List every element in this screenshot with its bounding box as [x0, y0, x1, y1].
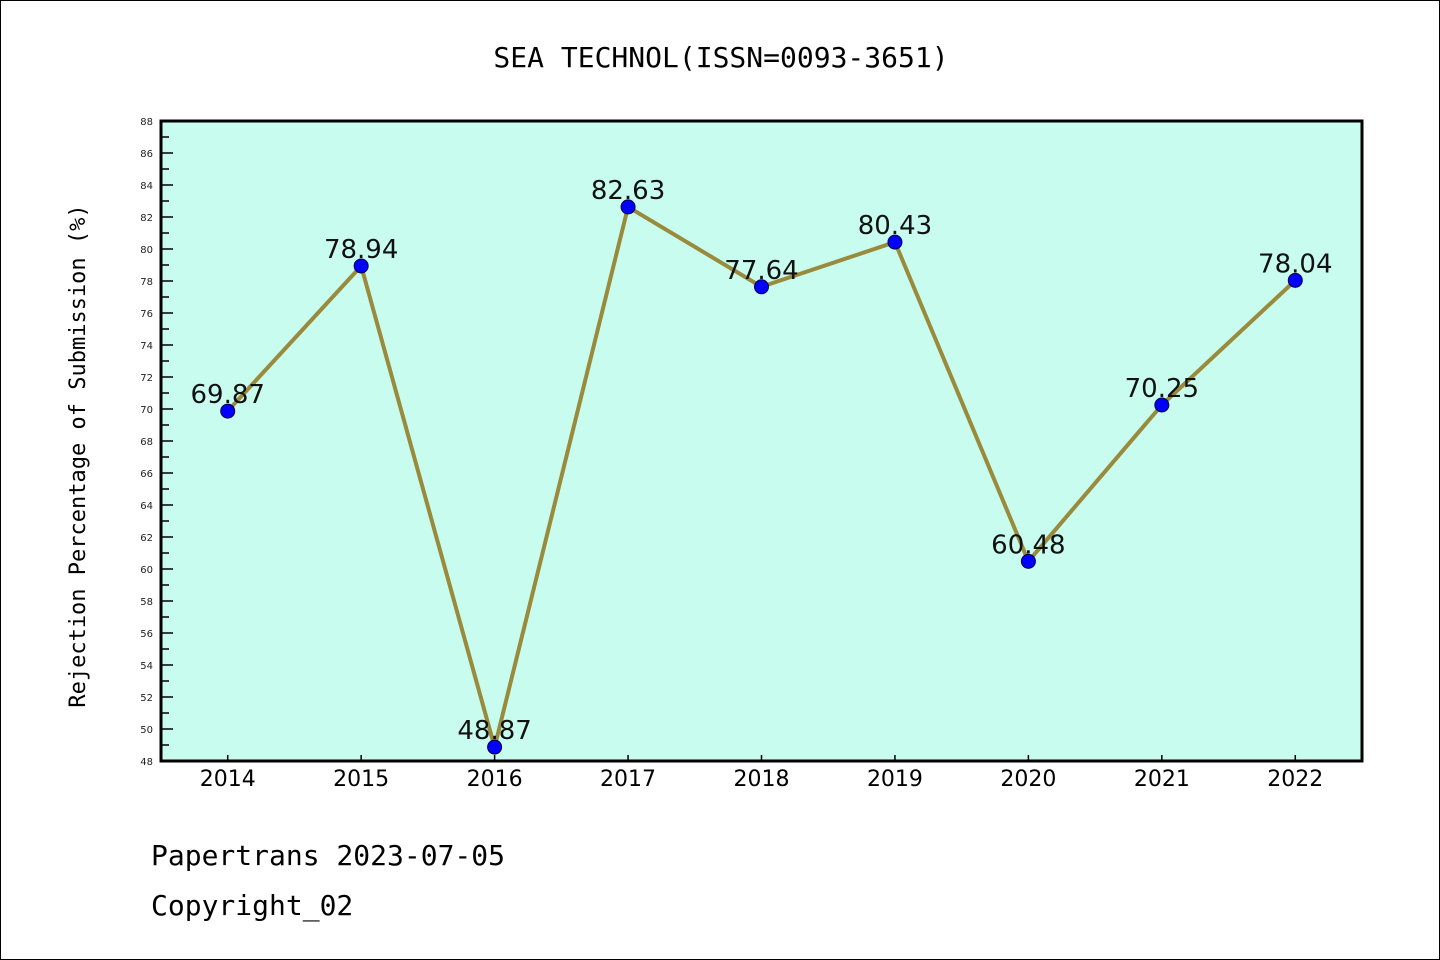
- y-tick-label: 56: [140, 629, 153, 640]
- y-tick-label: 52: [140, 693, 153, 704]
- y-tick-label: 48: [140, 757, 153, 768]
- y-tick-label: 86: [140, 149, 153, 160]
- footer-date: Papertrans 2023-07-05: [151, 839, 505, 872]
- x-tick-label: 2017: [600, 767, 656, 792]
- y-tick-label: 60: [140, 565, 153, 576]
- data-label: 80.43: [858, 211, 932, 241]
- data-label: 78.04: [1258, 249, 1332, 279]
- data-point: [353, 258, 369, 274]
- data-point: [887, 234, 903, 250]
- data-label: 82.63: [591, 176, 665, 206]
- data-point: [620, 199, 636, 215]
- y-tick-label: 78: [140, 277, 153, 288]
- y-tick-label: 74: [140, 341, 153, 352]
- y-tick-label: 54: [140, 661, 153, 672]
- data-label: 48.87: [457, 716, 531, 746]
- data-point: [1287, 272, 1303, 288]
- x-tick-label: 2015: [333, 767, 389, 792]
- data-point: [1020, 553, 1036, 569]
- plot-frame: [159, 119, 1364, 763]
- data-point: [754, 279, 769, 295]
- x-tick-label: 2014: [200, 767, 256, 792]
- x-tick-label: 2020: [1000, 767, 1056, 792]
- data-label: 69.87: [191, 380, 265, 410]
- y-axis-label: Rejection Percentage of Submission (%): [66, 204, 91, 707]
- y-tick-label: 62: [140, 533, 153, 544]
- data-label: 60.48: [991, 530, 1065, 560]
- y-tick-label: 58: [140, 597, 153, 608]
- y-tick-label: 64: [140, 501, 153, 512]
- y-tick-label: 76: [140, 309, 153, 320]
- y-tick-label: 82: [140, 213, 153, 224]
- x-tick-label: 2019: [867, 767, 923, 792]
- data-point: [1154, 397, 1170, 413]
- x-tick-label: 2022: [1267, 767, 1323, 792]
- y-tick-label: 84: [140, 181, 153, 192]
- data-label: 78.94: [324, 235, 398, 265]
- chart-title: SEA TECHNOL(ISSN=0093-3651): [493, 41, 948, 74]
- x-tick-label: 2016: [467, 767, 523, 792]
- plot-area: [161, 121, 1362, 761]
- x-tick-label: 2018: [734, 767, 790, 792]
- y-tick-label: 66: [140, 469, 153, 480]
- y-tick-label: 50: [140, 725, 153, 736]
- y-tick-label: 70: [140, 405, 153, 416]
- data-label: 77.64: [724, 256, 798, 286]
- y-tick-label: 88: [140, 117, 153, 128]
- data-label: 70.25: [1125, 374, 1199, 404]
- data-point: [220, 403, 236, 419]
- y-tick-label: 68: [140, 437, 153, 448]
- x-tick-label: 2021: [1134, 767, 1190, 792]
- data-point: [487, 739, 503, 755]
- y-tick-label: 80: [140, 245, 153, 256]
- y-tick-label: 72: [140, 373, 153, 384]
- footer-copyright: Copyright_02: [151, 889, 353, 923]
